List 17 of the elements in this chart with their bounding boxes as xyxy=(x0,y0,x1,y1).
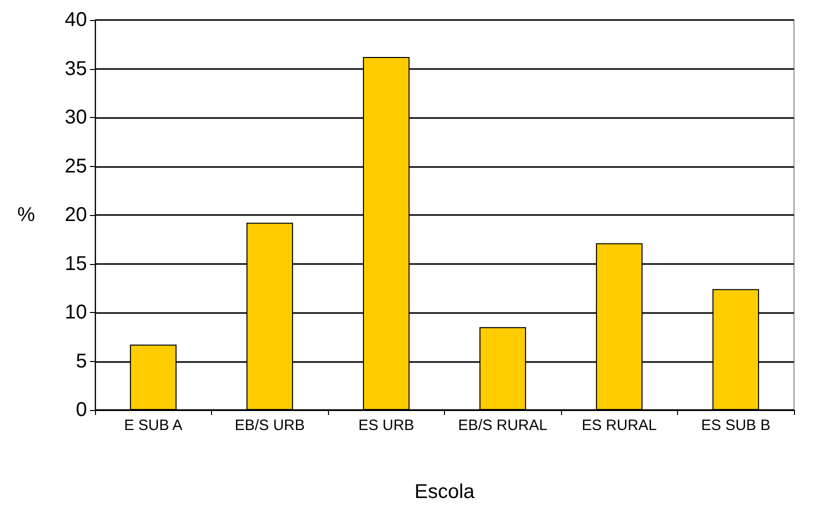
y-tick-label: 10 xyxy=(64,302,87,324)
y-tick-label: 0 xyxy=(76,399,87,421)
x-tick-label: EB/S URB xyxy=(234,417,305,434)
x-tick-label: ES SUB B xyxy=(701,417,770,434)
y-tick-label: 20 xyxy=(64,204,87,226)
y-tick-label: 35 xyxy=(64,58,87,80)
y-tick-label: 30 xyxy=(64,106,87,128)
y-tick-label: 40 xyxy=(64,9,87,31)
y-tick-label: 5 xyxy=(76,350,87,372)
x-tick-label: ES RURAL xyxy=(582,417,657,434)
x-tick-label: EB/S RURAL xyxy=(458,417,548,434)
x-tick-label: E SUB A xyxy=(124,417,182,434)
y-tick-label: 25 xyxy=(64,155,87,178)
x-tick-label: ES URB xyxy=(358,417,414,434)
y-axis-title: % xyxy=(17,204,36,226)
x-axis-title: Escola xyxy=(414,481,476,503)
y-tick-label: 15 xyxy=(64,252,87,275)
